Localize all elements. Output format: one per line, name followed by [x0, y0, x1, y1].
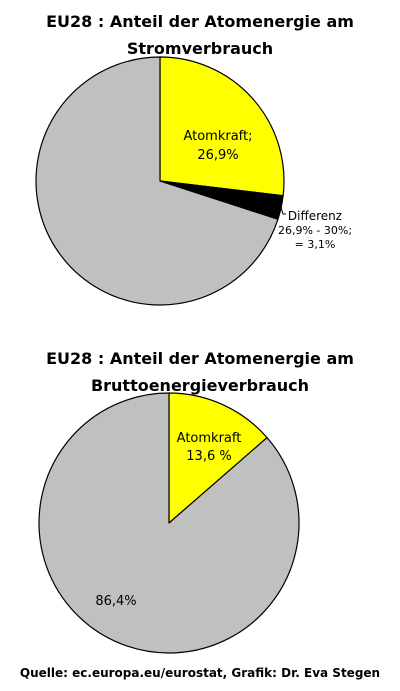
chart1-title-line2: Stromverbrauch [126, 39, 274, 58]
chart1-slice-3 [35, 56, 279, 306]
chart2-slice-1-label: Atomkraft 13,6 % [177, 431, 242, 464]
chart1-slice-1 [159, 56, 285, 197]
source-note: Quelle: ec.europa.eu/eurostat, Grafik: D… [19, 666, 381, 680]
chart1-slice-1-label: Atomkraft; 26,9% [183, 129, 252, 163]
chart1-slice-1-label-line: 26,9% [197, 148, 238, 163]
chart2-pie: Atomkraft 13,6 % 86,4% [38, 392, 300, 654]
chart2-slice-2-label: 86,4% [95, 594, 136, 609]
chart2-slice-1-label-line: 13,6 % [186, 449, 231, 464]
chart1-slice-2-label-line: = 3,1% [295, 238, 336, 251]
chart1-title-line1: EU28 : Anteil der Atomenergie am [46, 12, 354, 31]
chart2-slice-1 [168, 392, 268, 524]
chart1-slice-1-label-line: Atomkraft; [183, 129, 252, 144]
chart1-title: EU28 : Anteil der Atomenergie am Stromve… [0, 8, 400, 62]
chart2-slice-1-label-line: Atomkraft [177, 431, 242, 446]
chart1-leader-line [280, 207, 286, 215]
chart2-title-line2: Bruttoenergieverbrauch [90, 376, 310, 395]
chart1-slice-2-label-line: 26,9% - 30%; [278, 224, 352, 237]
chart1-slice-2-label-line: Differenz [288, 209, 342, 223]
chart2-slice-2 [38, 392, 300, 654]
chart2-title-line1: EU28 : Anteil der Atomenergie am [46, 349, 354, 368]
chart2-title: EU28 : Anteil der Atomenergie am Bruttoe… [0, 345, 400, 399]
chart2-slice-2-label-line: 86,4% [95, 594, 136, 609]
